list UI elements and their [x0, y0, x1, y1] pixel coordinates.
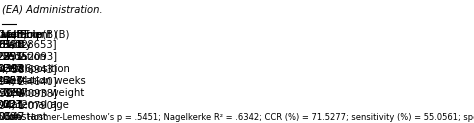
Text: [0.9894, 1.0790]: [0.9894, 1.0790] [0, 100, 57, 110]
Text: -0.6138: -0.6138 [0, 40, 25, 50]
Text: (EA) Administration.: (EA) Administration. [1, 5, 102, 15]
Text: .0221: .0221 [0, 100, 23, 110]
Text: [0.3385, 0.8653]: [0.3385, 0.8653] [0, 40, 56, 50]
Text: Constant: Constant [3, 112, 47, 122]
Text: -4.0547: -4.0547 [0, 112, 25, 122]
Text: [7.444, 58.6943]: [7.444, 58.6943] [0, 64, 56, 74]
Text: 20.9026: 20.9026 [0, 64, 32, 74]
Text: Standard Error: Standard Error [0, 30, 45, 40]
Text: [0.9894, 2.4640]: [0.9894, 2.4640] [0, 76, 56, 86]
Text: 0.2291: 0.2291 [0, 52, 24, 62]
Text: Maternal age: Maternal age [3, 100, 69, 110]
Text: Newborn weight: Newborn weight [3, 88, 84, 98]
Text: 0.0327: 0.0327 [0, 100, 24, 110]
Text: .5329: .5329 [0, 88, 23, 98]
Text: Parity: Parity [3, 40, 31, 50]
Text: 0.4456: 0.4456 [0, 76, 24, 86]
Text: -0.3054: -0.3054 [0, 88, 25, 98]
Text: .5267: .5267 [0, 64, 24, 74]
Text: Exp(B): Exp(B) [0, 30, 27, 40]
Text: Fetal position: Fetal position [3, 64, 70, 74]
Text: Sedation: Sedation [3, 52, 47, 62]
Text: 0.5412: 0.5412 [0, 40, 28, 50]
Text: Variable: Variable [1, 30, 42, 40]
Text: 0.7367: 0.7367 [0, 88, 28, 98]
Text: Gestation weeks: Gestation weeks [3, 76, 85, 86]
Text: .2875: .2875 [0, 52, 23, 62]
Text: .6886: .6886 [0, 112, 23, 122]
Text: Note. Hosmer-Lemeshow’s p = .5451; Nagelkerke R² = .6342; CCR (%) = 71.5277; sen: Note. Hosmer-Lemeshow’s p = .5451; Nagel… [1, 113, 474, 122]
Text: 95% CI for Exp(B): 95% CI for Exp(B) [0, 30, 56, 40]
Text: .2393: .2393 [0, 40, 23, 50]
Text: 1.2575: 1.2575 [0, 52, 28, 62]
Text: 1.5614: 1.5614 [0, 76, 28, 86]
Text: Regression Coefficient (B): Regression Coefficient (B) [0, 30, 69, 40]
Text: 1.0332: 1.0332 [0, 100, 28, 110]
Text: [0.2592, 2.0938]: [0.2592, 2.0938] [0, 88, 57, 98]
Text: 3.0398: 3.0398 [0, 64, 24, 74]
Text: .2327: .2327 [0, 76, 23, 86]
Text: [0.7157, 2.2093]: [0.7157, 2.2093] [0, 52, 57, 62]
